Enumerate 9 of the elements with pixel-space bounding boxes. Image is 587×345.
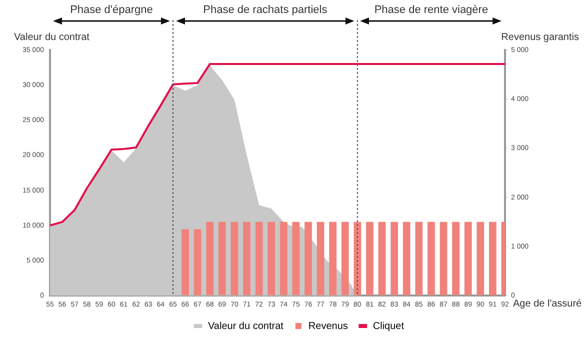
legend-label: Cliquet (372, 320, 404, 332)
y2-axis-title: Revenus garantis (501, 32, 579, 43)
x-axis-title: Age de l'assuré (513, 298, 582, 310)
text: Phase de rachats partiels (203, 4, 328, 16)
legend-label: Revenus (308, 320, 348, 332)
legend-label: Valeur du contrat (208, 320, 284, 332)
text: Phase de rente viagère (374, 4, 488, 16)
text: Phase d'épargne (70, 4, 153, 16)
y-axis-title: Valeur du contrat (14, 32, 90, 43)
